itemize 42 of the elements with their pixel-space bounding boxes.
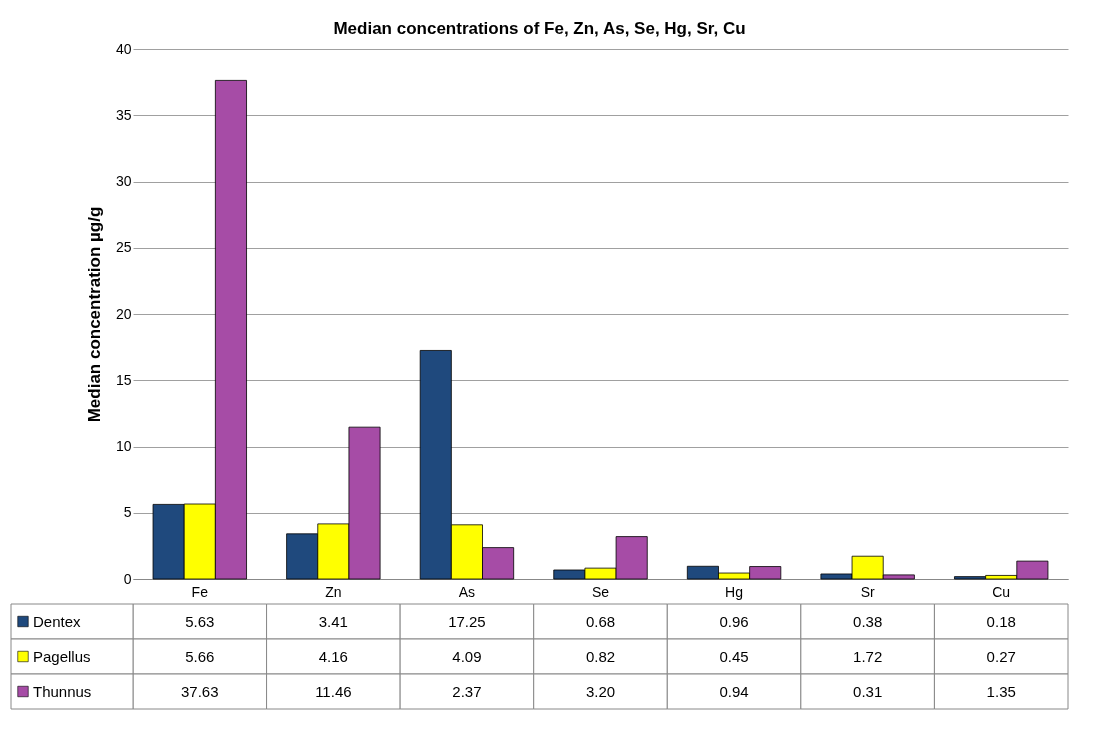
data-label: 2.37 xyxy=(452,682,482,700)
data-label: 1.35 xyxy=(986,682,1016,700)
y-tick-label: 5 xyxy=(123,504,132,521)
data-label: 0.18 xyxy=(986,612,1016,630)
data-label: 3.20 xyxy=(585,682,616,700)
x-tick-label: Cu xyxy=(992,583,1011,600)
data-label: 0.45 xyxy=(719,647,749,665)
y-tick-label: 20 xyxy=(115,305,132,322)
legend-label: Dentex xyxy=(33,612,82,630)
y-tick-label: 35 xyxy=(115,106,132,123)
data-label: 0.94 xyxy=(719,682,749,700)
data-label: 11.46 xyxy=(315,682,352,700)
legend-label: Thunnus xyxy=(33,682,92,700)
y-tick-label: 40 xyxy=(115,40,132,57)
y-tick-label: 15 xyxy=(115,371,132,388)
chart-title: Median concentrations of Fe, Zn, As, Se, Hg, Sr, Cu xyxy=(333,19,746,38)
y-tick-label: 10 xyxy=(115,438,132,454)
x-tick-label: Sr xyxy=(860,583,875,600)
data-label: 3.41 xyxy=(318,612,348,630)
y-tick-label: 30 xyxy=(115,173,132,189)
data-label: 4.09 xyxy=(452,647,482,665)
legend-label: Pagellus xyxy=(33,647,91,665)
data-label: 5.66 xyxy=(185,647,215,665)
data-label: 5.63 xyxy=(185,612,215,630)
data-label: 0.82 xyxy=(585,647,616,665)
data-label: 37.63 xyxy=(181,682,219,700)
y-tick-label: 0 xyxy=(123,570,132,587)
y-axis-title: Median concentration µg/g xyxy=(84,206,104,423)
data-label: 0.68 xyxy=(585,612,616,630)
data-label: 0.38 xyxy=(853,612,883,630)
x-tick-label: As xyxy=(458,583,476,600)
x-tick-label: Fe xyxy=(191,583,209,600)
data-label: 4.16 xyxy=(318,647,348,665)
x-tick-label: Se xyxy=(591,583,610,600)
data-label: 1.72 xyxy=(853,647,883,665)
data-label: 0.27 xyxy=(986,647,1016,665)
y-tick-label: 25 xyxy=(115,239,132,256)
data-label: 0.96 xyxy=(719,612,749,630)
x-tick-label: Zn xyxy=(325,583,342,600)
data-label: 17.25 xyxy=(448,612,486,630)
data-label: 0.31 xyxy=(853,682,883,700)
x-tick-label: Hg xyxy=(725,583,744,600)
